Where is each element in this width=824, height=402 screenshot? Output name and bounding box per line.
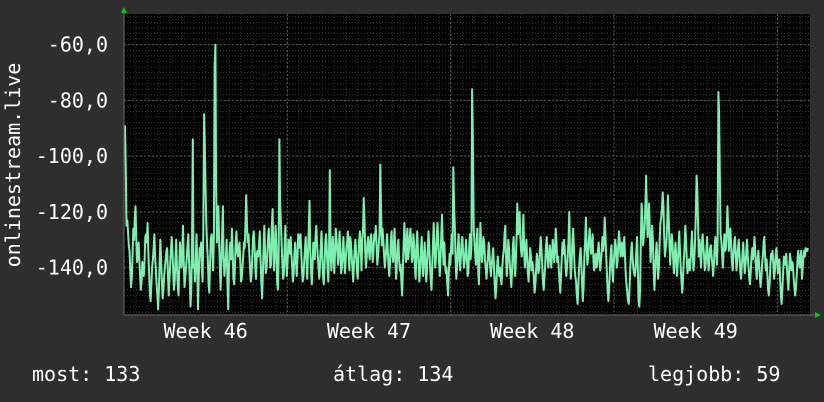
y-tick-label: -120,0 <box>36 200 108 224</box>
y-tick-label: -60,0 <box>48 33 108 57</box>
stat-current: most: 133 <box>32 362 141 386</box>
stat-average: átlag: 134 <box>333 362 454 386</box>
y-axis-label: onlinestream.live <box>1 63 25 268</box>
line-chart: -60,0-80,0-100,0-120,0-140,0 Week 46 Week… <box>1 7 821 343</box>
series-line <box>124 43 809 311</box>
y-tick-labels: -60,0 -80,0 -100,0 -120,0 -140,0 <box>36 33 108 280</box>
stat-best: legjobb: 59 <box>648 362 781 386</box>
x-tick-label: Week 46 <box>164 319 248 343</box>
y-axis-arrow-icon <box>121 7 127 13</box>
x-axis-arrow-icon <box>815 312 821 318</box>
x-tick-label: Week 48 <box>490 319 574 343</box>
y-tick-label: -100,0 <box>36 144 108 168</box>
x-tick-label: Week 47 <box>327 319 411 343</box>
y-tick-label: -140,0 <box>36 256 108 280</box>
axes <box>121 7 821 318</box>
x-tick-labels: Week 46 Week 47 Week 48 Week 49 <box>164 319 738 343</box>
y-tick-label: -80,0 <box>48 88 108 112</box>
x-tick-label: Week 49 <box>654 319 738 343</box>
